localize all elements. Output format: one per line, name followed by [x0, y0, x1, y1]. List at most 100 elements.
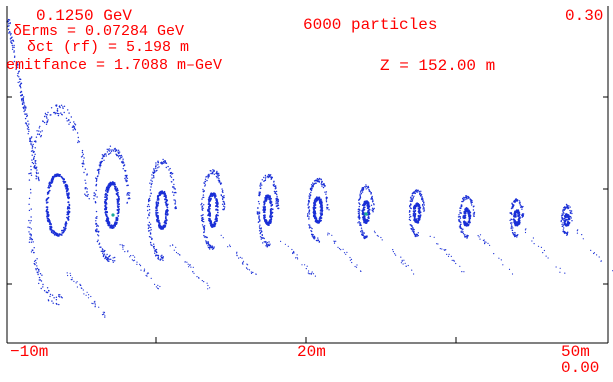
particle-dot	[500, 259, 502, 261]
particle-dot	[373, 204, 375, 206]
particle-dot	[362, 187, 365, 190]
particle-dot	[13, 51, 15, 53]
particle-dot	[171, 191, 174, 193]
particle-dot	[358, 221, 360, 223]
particle-dot	[100, 160, 103, 163]
particle-dot	[21, 103, 24, 106]
particle-dot	[258, 191, 260, 193]
particle-dot	[36, 172, 38, 175]
particle-dot	[511, 203, 513, 205]
particle-dot	[171, 186, 174, 188]
particle-dot	[74, 124, 77, 126]
particle-dot	[320, 203, 323, 206]
particle-dot	[202, 218, 205, 220]
particle-dot	[463, 199, 465, 202]
particle-dot	[203, 228, 205, 230]
particle-dot	[311, 227, 313, 230]
particle-dot	[201, 206, 203, 208]
particle-dot	[36, 130, 38, 132]
particle-dot	[471, 201, 473, 203]
particle-dot	[340, 249, 342, 251]
particle-dot	[172, 172, 174, 175]
particle-dot	[360, 193, 363, 195]
particle-dot	[521, 214, 523, 216]
particle-dot	[82, 289, 84, 291]
particle-dot	[55, 112, 57, 114]
particle-dot	[82, 165, 84, 168]
particle-dot	[414, 209, 417, 212]
particle-dot	[264, 197, 266, 199]
particle-dot	[413, 206, 416, 209]
particle-dot	[120, 161, 123, 163]
particle-dot	[418, 204, 421, 207]
particle-dot	[130, 255, 132, 257]
particle-dot	[201, 217, 203, 219]
particle-dot	[511, 273, 514, 275]
particle-dot	[169, 172, 172, 175]
particle-dot	[359, 195, 361, 198]
particle-dot	[106, 221, 109, 224]
particle-dot	[30, 216, 32, 218]
particle-dot	[371, 197, 373, 200]
particle-dot	[41, 274, 43, 276]
particle-dot	[97, 168, 100, 171]
particle-dot	[74, 123, 76, 125]
particle-dot	[38, 279, 40, 281]
particle-dot	[596, 254, 598, 256]
particle-dot	[209, 193, 212, 196]
particle-dot	[201, 224, 204, 226]
particle-dot	[236, 252, 238, 254]
particle-dot	[265, 221, 268, 223]
particle-dot	[417, 205, 420, 208]
particle-dot	[338, 248, 341, 250]
particle-dot	[207, 245, 209, 247]
particle-dot	[296, 257, 298, 259]
particle-dot	[12, 39, 14, 42]
particle-dot	[362, 233, 364, 236]
particle-dot	[67, 217, 69, 220]
particle-dot	[106, 188, 109, 191]
particle-dot	[274, 185, 276, 187]
particle-dot	[265, 243, 268, 245]
particle-dot	[216, 211, 219, 214]
particle-dot	[173, 188, 175, 190]
particle-dot	[433, 236, 435, 238]
particle-dot	[88, 294, 90, 296]
particle-dot	[363, 208, 366, 211]
particle-dot	[45, 123, 48, 126]
particle-dot	[96, 240, 99, 243]
particle-dot	[155, 166, 157, 168]
particle-dot	[209, 246, 211, 249]
particle-dot	[46, 214, 49, 216]
particle-dot	[200, 204, 202, 206]
particle-dot	[110, 150, 113, 152]
particle-dot	[156, 205, 159, 208]
particle-dot	[366, 236, 368, 239]
particle-dot	[357, 212, 360, 215]
particle-dot	[28, 203, 30, 205]
particle-dot	[64, 185, 67, 188]
particle-dot	[229, 244, 231, 246]
particle-dot	[48, 290, 50, 292]
particle-dot	[61, 177, 64, 180]
particle-dot	[32, 151, 34, 153]
particle-dot	[24, 113, 26, 115]
particle-dot	[117, 156, 120, 158]
particle-dot	[165, 200, 168, 203]
particle-dot	[173, 194, 175, 196]
energy-spread-readout: δErms = 0.07284 GeV	[13, 23, 185, 40]
particle-dot	[366, 203, 369, 206]
particle-dot	[217, 214, 219, 217]
particle-dot	[316, 178, 319, 180]
particle-dot	[156, 207, 158, 209]
particle-dot	[439, 248, 441, 250]
particle-dot	[308, 193, 311, 195]
particle-dot	[540, 246, 543, 248]
particle-dot	[269, 221, 271, 223]
particle-dot	[159, 258, 162, 260]
particle-dot	[124, 175, 127, 177]
particle-dot	[73, 128, 76, 130]
particle-dot	[115, 218, 118, 220]
particle-dot	[524, 229, 527, 231]
particle-dot	[317, 197, 320, 199]
